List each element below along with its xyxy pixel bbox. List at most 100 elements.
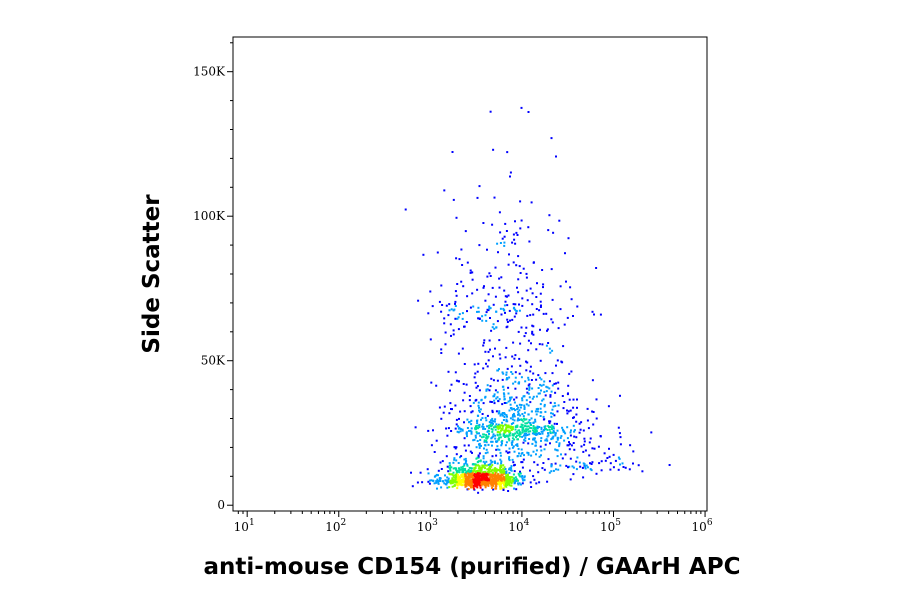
scatter-point	[452, 461, 455, 464]
scatter-point	[451, 151, 454, 153]
scatter-point	[483, 474, 486, 477]
scatter-point	[550, 464, 553, 467]
scatter-point	[488, 469, 490, 472]
scatter-point	[506, 304, 509, 307]
scatter-point	[516, 425, 519, 428]
scatter-point	[505, 441, 508, 444]
scatter-point	[573, 429, 576, 432]
scatter-point	[550, 268, 553, 271]
scatter-point	[614, 459, 617, 462]
scatter-point	[530, 424, 532, 426]
scatter-point	[502, 388, 505, 391]
scatter-point	[588, 441, 591, 444]
scatter-point	[520, 448, 523, 451]
scatter-point	[440, 468, 443, 470]
scatter-point	[542, 283, 545, 286]
scatter-point	[451, 477, 454, 480]
scatter-point	[525, 289, 528, 292]
scatter-point	[499, 482, 502, 485]
scatter-point	[525, 387, 528, 390]
scatter-point	[572, 442, 575, 444]
scatter-point	[461, 347, 464, 350]
scatter-point	[482, 423, 484, 426]
scatter-point	[600, 460, 603, 463]
scatter-point	[486, 384, 489, 387]
scatter-point	[443, 482, 446, 485]
scatter-point	[501, 371, 504, 374]
scatter-point	[486, 436, 489, 439]
scatter-point	[533, 438, 536, 441]
scatter-point	[451, 473, 454, 476]
scatter-point	[588, 454, 591, 457]
scatter-point	[496, 431, 499, 433]
scatter-point	[487, 484, 490, 487]
scatter-point	[536, 463, 539, 466]
scatter-point	[535, 308, 538, 310]
scatter-point	[491, 428, 494, 431]
scatter-point	[507, 424, 510, 427]
scatter-point	[468, 481, 470, 483]
scatter-point	[450, 334, 452, 337]
scatter-point	[437, 482, 440, 485]
scatter-point	[505, 450, 508, 453]
scatter-point	[476, 472, 479, 475]
scatter-point	[535, 378, 538, 381]
scatter-point	[458, 467, 461, 470]
scatter-point	[445, 304, 448, 307]
scatter-point	[504, 311, 506, 314]
scatter-point	[494, 437, 497, 440]
scatter-point	[471, 271, 474, 274]
scatter-point	[525, 432, 528, 435]
scatter-point	[500, 487, 503, 490]
scatter-point	[478, 432, 480, 435]
scatter-point	[498, 410, 501, 413]
scatter-point	[481, 477, 483, 480]
scatter-point	[484, 314, 487, 317]
scatter-point	[449, 464, 452, 467]
scatter-point	[436, 478, 439, 481]
scatter-point	[417, 299, 420, 302]
scatter-point	[491, 424, 494, 427]
scatter-point	[511, 433, 514, 436]
scatter-point	[496, 369, 499, 372]
scatter-point	[474, 436, 477, 439]
scatter-point	[524, 439, 527, 442]
scatter-point	[518, 452, 520, 455]
scatter-point	[489, 348, 491, 351]
scatter-point	[503, 416, 506, 418]
scatter-point	[499, 468, 502, 471]
scatter-point	[609, 462, 612, 465]
scatter-point	[530, 201, 533, 204]
scatter-point	[555, 382, 557, 385]
scatter-point	[502, 309, 505, 311]
scatter-point	[538, 392, 541, 395]
scatter-point	[481, 464, 484, 467]
scatter-point	[561, 361, 564, 364]
scatter-point	[478, 467, 481, 470]
scatter-point	[454, 305, 457, 307]
scatter-point	[447, 479, 450, 482]
scatter-point	[466, 488, 469, 491]
scatter-point	[514, 432, 517, 435]
scatter-point	[486, 388, 489, 391]
y-axis-title: Side Scatter	[139, 194, 165, 354]
scatter-point	[499, 458, 502, 461]
scatter-point	[518, 309, 521, 312]
scatter-point	[452, 471, 455, 474]
scatter-point	[509, 417, 512, 420]
scatter-point	[510, 484, 513, 487]
scatter-point	[449, 482, 452, 485]
scatter-point	[454, 302, 456, 305]
scatter-point	[540, 304, 542, 307]
scatter-point	[496, 479, 499, 482]
scatter-point	[527, 376, 530, 379]
scatter-point	[491, 419, 494, 422]
scatter-point	[548, 426, 550, 429]
scatter-point	[513, 438, 516, 441]
scatter-point	[544, 372, 547, 375]
scatter-point	[545, 344, 548, 347]
scatter-point	[506, 475, 509, 478]
scatter-point	[553, 414, 556, 417]
scatter-point	[493, 479, 495, 482]
scatter-point	[612, 466, 615, 469]
